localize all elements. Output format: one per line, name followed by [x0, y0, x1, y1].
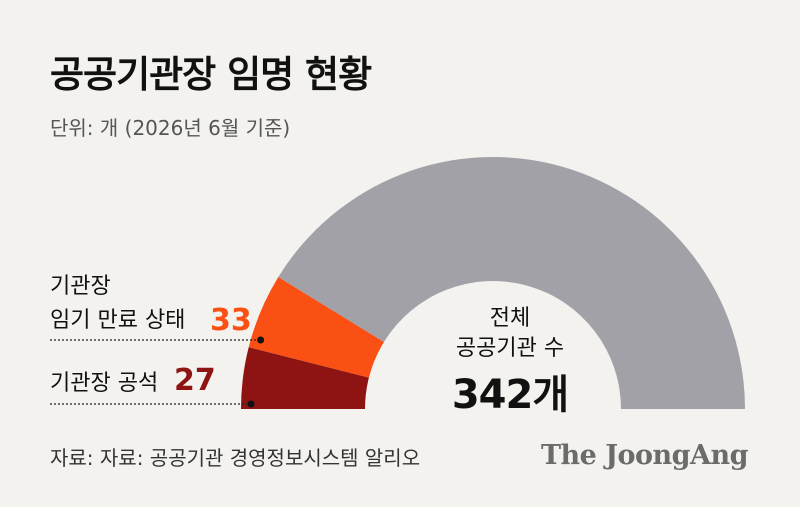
chart-title: 공공기관장 임명 현황	[50, 53, 372, 96]
center-label-line2: 공공기관 수	[455, 336, 565, 361]
value-term-expired: 33	[210, 303, 252, 338]
label-term-expired-line2: 임기 만료 상태	[50, 308, 186, 333]
label-term-expired-line1: 기관장	[50, 274, 111, 299]
unit-note: 단위: 개 (2026년 6월 기준)	[50, 116, 291, 140]
brand-logo: The JoongAng	[540, 440, 749, 471]
label-vacant: 기관장 공석	[50, 371, 159, 396]
center-label-line1: 전체	[489, 306, 531, 331]
leader-dot-term-expired	[257, 336, 265, 344]
slice-vacant	[241, 347, 369, 409]
value-vacant: 27	[174, 363, 216, 398]
leader-dot-vacant	[247, 400, 255, 408]
source-note: 자료: 자료: 공공기관 경영정보시스템 알리오	[50, 446, 421, 470]
slice-other	[278, 157, 745, 409]
slice-term-expired	[248, 277, 384, 378]
center-total: 342개	[451, 372, 569, 418]
center-label: 전체 공공기관 수	[420, 304, 600, 364]
